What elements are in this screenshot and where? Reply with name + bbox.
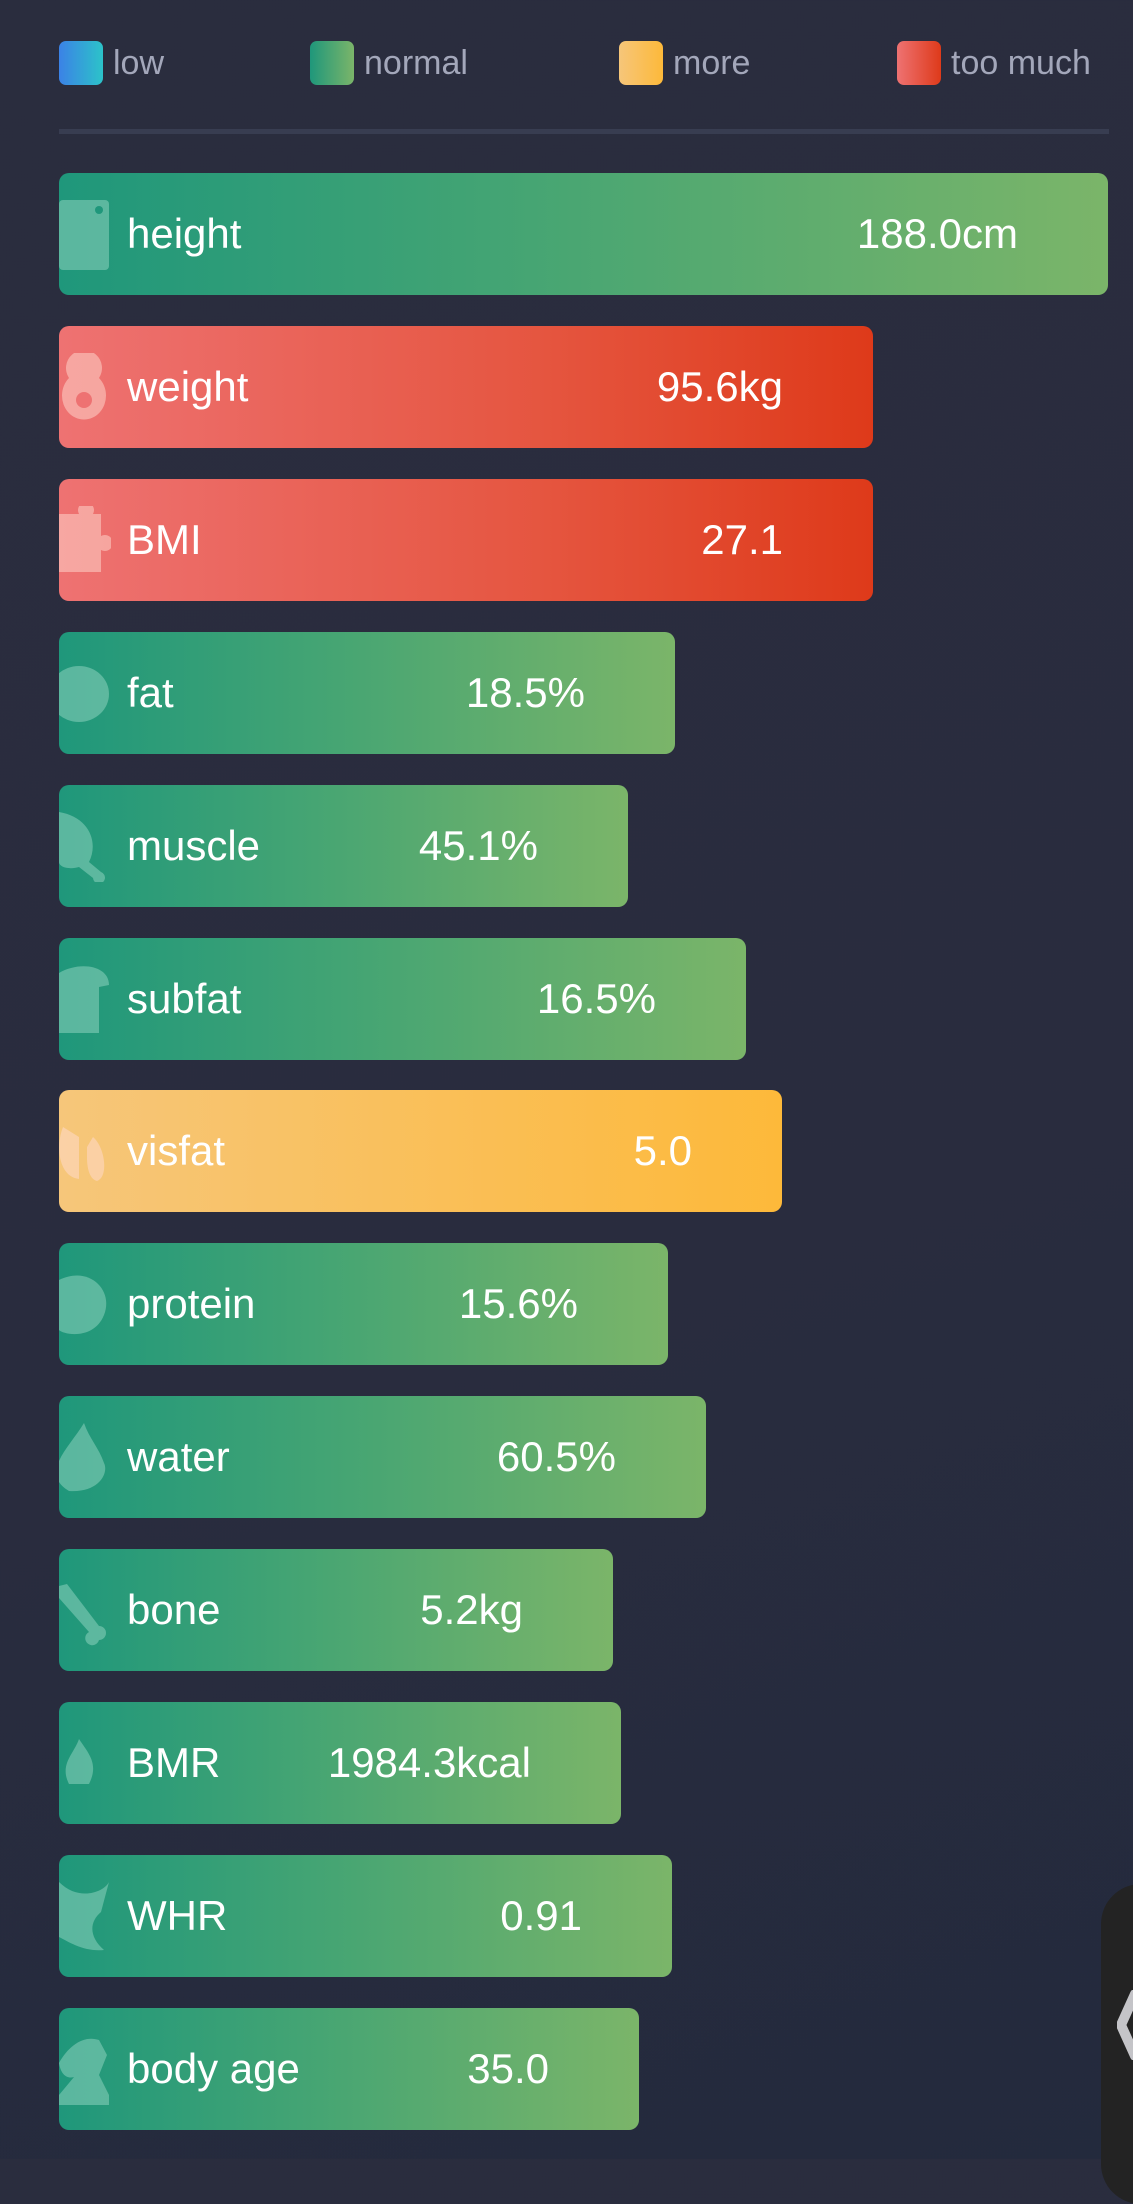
metric-value: 35.0 — [467, 2044, 549, 2092]
metric-label: fat — [127, 668, 174, 716]
metric-label: bone — [127, 1586, 221, 1634]
metric-label: protein — [127, 1280, 256, 1328]
lungs-icon — [59, 1117, 105, 1182]
legend-label: more — [673, 43, 751, 82]
metric-bar-bone[interactable]: bone 5.2kg — [59, 1549, 613, 1672]
metric-bar-fat[interactable]: fat 18.5% — [59, 631, 675, 754]
metric-label: weight — [127, 362, 249, 410]
metric-bar-water[interactable]: water 60.5% — [59, 1396, 706, 1519]
metric-bar-whr[interactable]: WHR 0.91 — [59, 1854, 672, 1977]
egg-icon — [59, 1275, 107, 1335]
waist-icon — [59, 1881, 109, 1951]
piggy-bank-icon — [59, 665, 109, 722]
legend-label: normal — [364, 43, 468, 82]
metric-value: 16.5% — [536, 974, 656, 1022]
divider — [59, 129, 1109, 134]
metric-value: 45.1% — [418, 821, 538, 869]
metric-label: height — [127, 210, 242, 257]
legend-swatch — [310, 41, 354, 85]
legend-label: low — [113, 43, 165, 82]
metric-bar-bmi[interactable]: BMI 27.1 — [59, 478, 873, 601]
metric-label: visfat — [127, 1127, 226, 1175]
legend-item: low — [59, 41, 164, 85]
metric-bar-protein[interactable]: protein 15.6% — [59, 1243, 668, 1366]
metric-value: 0.91 — [500, 1891, 582, 1939]
metric-value: 5.2kg — [420, 1586, 523, 1634]
bread-icon — [59, 965, 109, 1033]
bone-icon — [59, 1584, 106, 1646]
metric-value: 188.0cm — [856, 210, 1018, 257]
metric-label: muscle — [127, 821, 261, 869]
metric-label: water — [127, 1433, 230, 1481]
legend-label: too much — [951, 43, 1091, 82]
ruler-icon — [59, 200, 109, 270]
metric-label: body age — [127, 2044, 300, 2092]
water-drop-icon — [59, 1423, 106, 1492]
chess-knight-icon — [59, 2038, 109, 2105]
metric-bar-weight[interactable]: weight 95.6kg — [59, 325, 873, 448]
metric-value: 15.6% — [458, 1280, 578, 1328]
metric-label: BMI — [127, 515, 202, 563]
metric-value: 60.5% — [496, 1433, 616, 1481]
legend-item: more — [619, 41, 750, 85]
campfire-icon — [65, 1739, 94, 1784]
metric-bar-visfat[interactable]: visfat 5.0 — [59, 1090, 782, 1213]
kettlebell-icon — [62, 352, 106, 420]
legend-item: normal — [310, 41, 468, 85]
legend-swatch — [619, 41, 663, 85]
metric-value: 95.6kg — [656, 362, 783, 410]
metric-value: 27.1 — [701, 515, 783, 563]
drumstick-icon — [59, 811, 105, 882]
metric-bar-bmr[interactable]: BMR 1984.3kcal — [59, 1702, 621, 1824]
metric-label: WHR — [127, 1891, 228, 1939]
metric-label: subfat — [127, 974, 242, 1022]
metric-label: BMR — [127, 1739, 221, 1786]
legend: low normal more too much — [59, 41, 1109, 85]
metric-bar-muscle[interactable]: muscle 45.1% — [59, 784, 628, 907]
metric-value: 1984.3kcal — [327, 1739, 531, 1786]
puzzle-icon — [59, 505, 111, 572]
legend-swatch — [59, 41, 103, 85]
metric-bar-height[interactable]: height 188.0cm — [59, 173, 1108, 295]
legend-swatch — [897, 41, 941, 85]
metric-bar-subfat[interactable]: subfat 16.5% — [59, 937, 746, 1060]
metric-value: 5.0 — [633, 1127, 692, 1175]
metric-bar-body-age[interactable]: body age 35.0 — [59, 2007, 639, 2130]
legend-item: too much — [897, 41, 1091, 85]
metric-value: 18.5% — [465, 668, 585, 716]
chevron-left-icon[interactable] — [1117, 1990, 1133, 2060]
